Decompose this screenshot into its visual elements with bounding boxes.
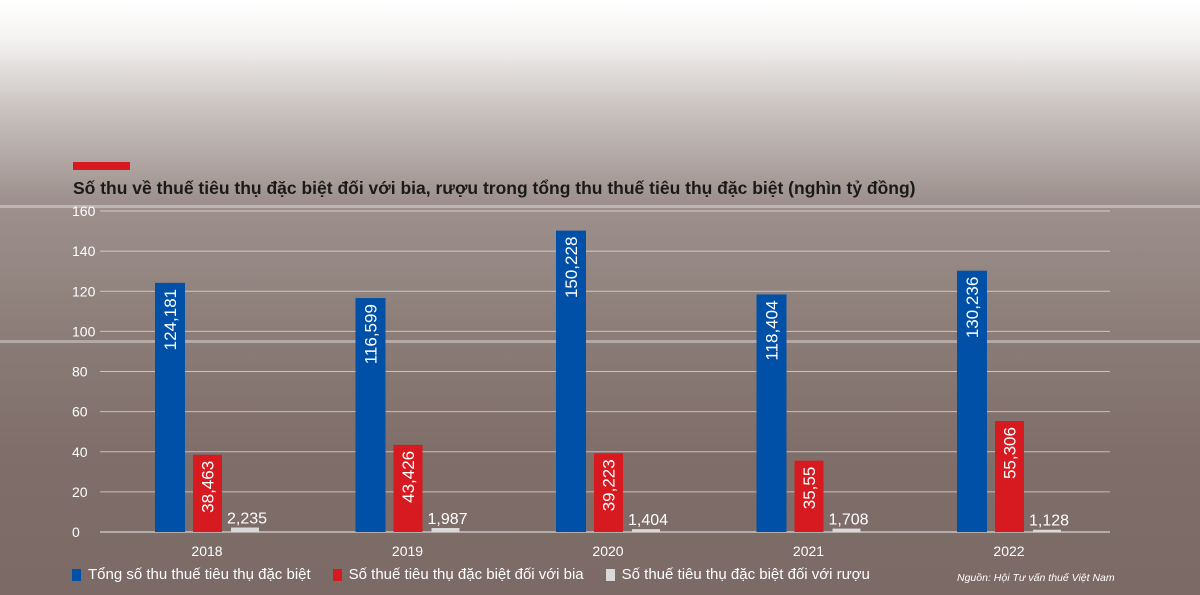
x-tick-label: 2021 — [793, 543, 824, 559]
bar-beer — [393, 444, 423, 532]
data-label: 35,55 — [800, 467, 819, 510]
data-label: 43,426 — [399, 451, 418, 503]
y-tick-label: 160 — [72, 203, 96, 219]
data-label: 39,223 — [600, 459, 619, 511]
bar-liquor — [431, 528, 460, 532]
legend-swatch-total — [72, 568, 81, 581]
data-label: 116,599 — [362, 304, 381, 364]
data-label: 1,404 — [628, 512, 668, 529]
bar-total — [155, 282, 185, 532]
y-tick-label: 100 — [72, 323, 96, 339]
bar-total — [756, 294, 787, 532]
y-tick-label: 120 — [72, 283, 96, 299]
shelf-decoration — [0, 340, 1200, 343]
y-tick-label: 40 — [72, 444, 88, 460]
legend-label: Số thuế tiêu thụ đặc biệt đối với rượu — [621, 566, 870, 583]
bar-beer — [193, 454, 222, 532]
bar-total — [556, 230, 586, 532]
x-tick-label: 2019 — [392, 543, 423, 559]
x-tick-label: 2022 — [993, 543, 1024, 559]
y-tick-label: 0 — [72, 524, 80, 540]
legend: Tổng số thu thuế tiêu thụ đặc biệt Số th… — [72, 566, 892, 583]
bar-liquor — [632, 529, 660, 532]
legend-swatch-liquor — [605, 568, 615, 581]
bar-beer — [995, 421, 1024, 532]
bar-liquor — [1033, 529, 1061, 532]
shelf-decoration — [0, 205, 1200, 208]
source-note: Nguồn: Hội Tư vấn thuế Việt Nam — [957, 572, 1115, 584]
bar-beer — [794, 460, 824, 532]
bar-liquor — [832, 528, 861, 532]
y-tick-label: 60 — [72, 404, 88, 420]
data-label: 1,708 — [828, 512, 868, 529]
bar-total — [355, 298, 386, 532]
bar-total — [957, 270, 987, 532]
title-accent-bar — [73, 162, 130, 170]
y-tick-label: 20 — [72, 484, 88, 500]
data-label: 1,987 — [427, 511, 467, 528]
data-label: 2,235 — [227, 511, 267, 528]
chart-title: Số thu về thuế tiêu thụ đặc biệt đối với… — [73, 178, 916, 198]
legend-label: Tổng số thu thuế tiêu thụ đặc biệt — [88, 566, 311, 583]
data-label: 1,128 — [1029, 513, 1069, 530]
legend-item-beer: Số thuế tiêu thụ đặc biệt đối với bia — [332, 566, 584, 583]
x-tick-label: 2018 — [191, 543, 222, 559]
data-label: 124,181 — [161, 289, 180, 350]
bar-liquor — [231, 527, 259, 532]
legend-item-total: Tổng số thu thuế tiêu thụ đặc biệt — [72, 566, 311, 583]
y-tick-label: 140 — [72, 243, 96, 259]
data-label: 38,463 — [199, 461, 218, 513]
x-tick-label: 2020 — [592, 543, 623, 559]
data-label: 55,306 — [1001, 427, 1020, 479]
legend-item-liquor: Số thuế tiêu thụ đặc biệt đối với rượu — [605, 566, 870, 583]
data-label: 150,228 — [562, 237, 581, 298]
bar-beer — [594, 453, 623, 532]
data-label: 118,404 — [763, 300, 782, 360]
legend-label: Số thuế tiêu thụ đặc biệt đối với bia — [348, 566, 584, 583]
legend-swatch-beer — [332, 568, 342, 581]
data-label: 130,236 — [963, 277, 982, 338]
y-tick-label: 80 — [72, 364, 88, 380]
